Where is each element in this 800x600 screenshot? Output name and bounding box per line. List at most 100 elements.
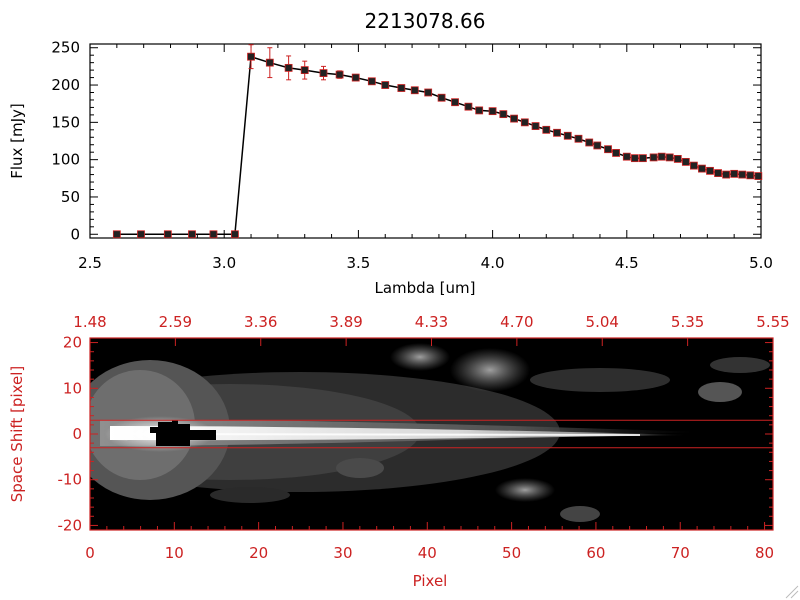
data-point — [722, 170, 731, 179]
data-point — [563, 131, 572, 140]
wavelength-tick-label: 3.36 — [244, 313, 277, 331]
data-point — [284, 63, 293, 72]
top-axis-ticks — [89, 44, 762, 238]
data-point — [639, 154, 647, 163]
top-tick-labels: 2.5 3.0 3.5 4.0 4.5 5.0 0 50 100 150 200 250 — [51, 39, 773, 272]
shift-tick-label: -20 — [58, 516, 83, 534]
data-point — [690, 161, 698, 170]
flux-series — [112, 44, 763, 239]
y-tick-label: 50 — [61, 188, 80, 206]
wavelength-tick-label: 5.35 — [671, 313, 704, 331]
top-plot-frame — [89, 43, 762, 239]
y-tick-label: 250 — [51, 39, 80, 57]
data-point — [188, 230, 196, 239]
wavelength-tick-label: 5.55 — [756, 313, 789, 331]
data-point — [657, 152, 666, 161]
data-point — [437, 93, 446, 102]
data-point — [714, 169, 722, 177]
data-point — [585, 138, 594, 147]
data-point — [698, 164, 706, 173]
x-tick-label: 2.5 — [78, 254, 102, 272]
y-tick-label: 100 — [51, 151, 80, 169]
data-point — [451, 98, 459, 107]
data-point — [209, 230, 218, 239]
data-point — [300, 66, 309, 75]
wavelength-tick-label: 4.70 — [500, 313, 533, 331]
wavelength-tick-label: 2.59 — [159, 313, 192, 331]
data-point — [730, 169, 739, 178]
data-point — [630, 154, 639, 163]
data-point — [137, 230, 145, 239]
bottom-axis-ticks — [89, 338, 774, 530]
data-point — [531, 122, 540, 130]
data-point — [231, 230, 239, 239]
data-point — [410, 86, 419, 95]
data-point — [542, 125, 551, 134]
data-point — [475, 106, 484, 115]
y-axis-label-top: Flux [mJy] — [8, 103, 26, 179]
spectral-image — [90, 338, 773, 530]
data-point — [112, 230, 121, 239]
pixel-tick-label: 0 — [85, 544, 95, 562]
pixel-tick-label: 10 — [165, 544, 184, 562]
data-point — [381, 81, 390, 89]
pixel-tick-label: 50 — [502, 544, 521, 562]
data-point — [665, 153, 674, 162]
pixel-tick-label: 20 — [249, 544, 268, 562]
x-tick-label: 5.0 — [749, 254, 773, 272]
data-point — [163, 230, 172, 239]
data-point — [520, 118, 529, 127]
shift-tick-label: -10 — [58, 471, 83, 489]
data-point — [649, 153, 658, 162]
bottom-tick-labels: 0 10 20 30 40 50 60 70 80 1.48 2.59 3.36 3.89 4.33 4.7… — [58, 313, 790, 562]
y-tick-label: 0 — [70, 225, 80, 243]
x-tick-label: 4.5 — [615, 254, 639, 272]
wavelength-tick-label: 4.33 — [415, 313, 448, 331]
pixel-tick-label: 60 — [586, 544, 605, 562]
pixel-tick-label: 80 — [755, 544, 774, 562]
data-point — [499, 110, 508, 119]
pixel-tick-label: 40 — [418, 544, 437, 562]
data-point — [673, 155, 682, 163]
x-axis-label-top: Lambda [um] — [375, 279, 476, 297]
data-point — [424, 88, 433, 97]
y-tick-label: 150 — [51, 113, 80, 131]
data-point — [746, 171, 755, 180]
data-point — [247, 52, 255, 61]
data-point — [510, 114, 518, 123]
y-axis-label-bottom: Space Shift [pixel] — [8, 366, 26, 503]
data-point — [553, 128, 561, 137]
data-point — [604, 145, 612, 154]
data-point — [681, 157, 690, 166]
wavelength-tick-label: 1.48 — [73, 313, 106, 331]
data-point — [574, 134, 583, 143]
data-point — [593, 141, 602, 150]
x-tick-label: 3.0 — [212, 254, 236, 272]
pixel-tick-label: 30 — [333, 544, 352, 562]
data-point — [488, 107, 497, 116]
x-tick-label: 3.5 — [346, 254, 370, 272]
flux-line — [116, 55, 759, 236]
wavelength-tick-label: 5.04 — [586, 313, 619, 331]
pixel-tick-label: 70 — [671, 544, 690, 562]
data-point — [738, 170, 747, 179]
data-point — [335, 70, 344, 79]
chart-title: 2213078.66 — [365, 9, 486, 33]
data-point — [706, 166, 714, 175]
shift-tick-label: 0 — [72, 425, 82, 443]
data-point — [367, 77, 376, 86]
data-point — [622, 152, 631, 161]
shift-tick-label: 10 — [63, 379, 82, 397]
resize-grip-icon[interactable] — [785, 585, 799, 599]
data-point — [319, 69, 328, 77]
data-point — [464, 102, 473, 111]
x-axis-label-bottom: Pixel — [413, 572, 448, 590]
data-point — [754, 172, 763, 180]
data-point — [351, 73, 360, 82]
saturated-patch — [150, 420, 216, 446]
data-point — [612, 149, 620, 157]
y-tick-label: 200 — [51, 76, 80, 94]
shift-tick-label: 20 — [63, 334, 82, 352]
x-tick-label: 4.0 — [481, 254, 505, 272]
